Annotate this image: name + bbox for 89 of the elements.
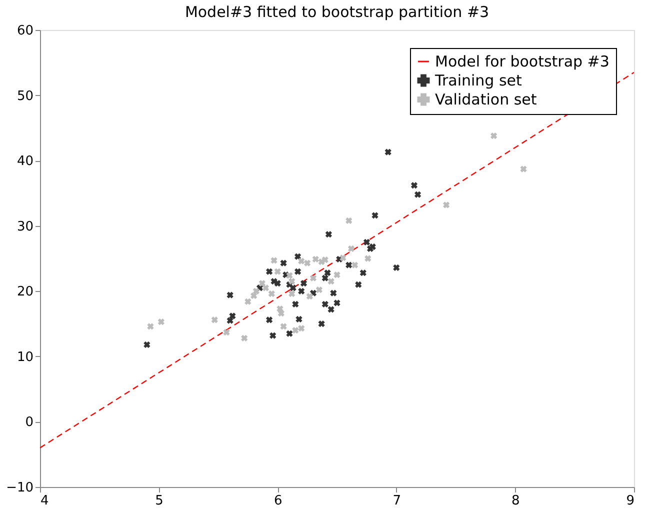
point [328, 278, 334, 285]
point [296, 316, 302, 323]
point [258, 280, 266, 287]
point [310, 274, 317, 282]
point [306, 293, 313, 300]
chart-title: Model#3 fitted to bootstrap partition #3 [184, 3, 490, 21]
point [346, 262, 352, 268]
point [322, 274, 328, 282]
point [298, 288, 305, 294]
x-tick-label: 9 [626, 494, 634, 508]
point [393, 264, 400, 271]
point [290, 284, 296, 292]
point [372, 212, 378, 219]
point [304, 260, 311, 266]
point [312, 256, 319, 262]
point [223, 328, 230, 336]
point [266, 268, 273, 275]
point [364, 255, 372, 262]
point [226, 292, 234, 298]
legend-label: Validation set [435, 90, 537, 108]
point [229, 312, 236, 320]
point [288, 290, 296, 298]
y-tick-label: 50 [16, 88, 34, 104]
point [316, 286, 322, 294]
point [294, 268, 302, 275]
point [286, 272, 293, 279]
point [268, 290, 275, 298]
legend-label: Training set [434, 72, 522, 90]
point [334, 300, 340, 306]
x-tick-label: 4 [40, 494, 49, 508]
point [298, 258, 305, 264]
point [410, 182, 418, 189]
point [241, 334, 248, 342]
point [340, 254, 346, 262]
point [280, 260, 287, 266]
y-tick-label: 20 [16, 284, 34, 300]
point [292, 300, 299, 308]
x-tick-label: 7 [392, 494, 402, 508]
point [369, 243, 376, 250]
point [286, 330, 293, 337]
point [274, 280, 281, 287]
point [266, 316, 273, 324]
point [355, 281, 362, 288]
point [250, 292, 258, 300]
point [322, 256, 328, 264]
x-tick-label: 8 [512, 494, 520, 508]
point [294, 253, 302, 260]
point [322, 300, 328, 308]
point [318, 320, 325, 328]
point [144, 341, 150, 348]
point [384, 148, 392, 156]
point [328, 306, 334, 313]
point [274, 268, 281, 275]
point [325, 231, 332, 238]
point [334, 272, 340, 278]
point [363, 238, 370, 246]
point [298, 325, 305, 332]
y-tick-label: −10 [6, 480, 34, 496]
y-tick-label: 60 [16, 24, 34, 38]
point [352, 262, 358, 268]
point [330, 290, 337, 296]
point [442, 202, 450, 208]
point [348, 245, 355, 252]
point [300, 280, 308, 287]
point [414, 191, 422, 198]
point [270, 257, 278, 264]
point [324, 270, 331, 276]
x-tick-label: 6 [274, 494, 282, 508]
point [147, 323, 154, 330]
legend-label: Model for bootstrap #3 [435, 52, 610, 70]
point [360, 270, 366, 276]
point [262, 284, 270, 292]
point [270, 332, 276, 339]
point [278, 310, 284, 317]
y-tick-label: 0 [25, 415, 34, 430]
point [252, 288, 260, 294]
x-tick-label: 5 [155, 494, 164, 508]
y-tick-label: 40 [16, 154, 34, 170]
point [490, 132, 498, 140]
point [292, 326, 299, 334]
point [346, 217, 352, 224]
y-tick-label: 30 [16, 219, 34, 234]
point [244, 298, 252, 305]
y-tick-label: 10 [16, 350, 34, 365]
point [158, 318, 164, 326]
point [520, 166, 527, 172]
point [288, 278, 296, 285]
point [211, 316, 218, 324]
point [280, 323, 287, 330]
